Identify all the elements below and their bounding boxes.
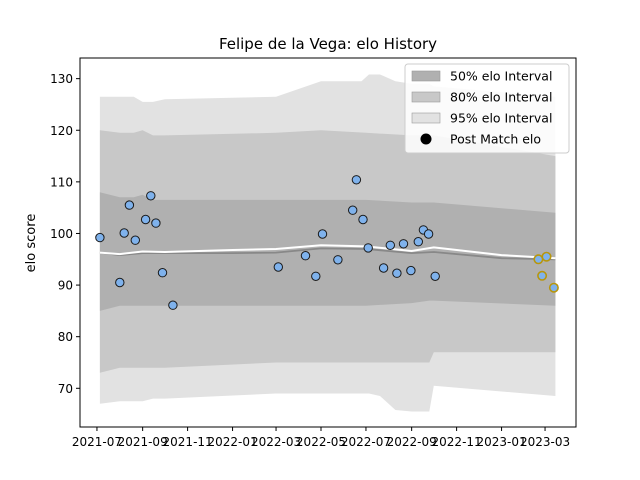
data-point xyxy=(300,251,311,261)
legend-swatch xyxy=(411,70,441,82)
legend-swatch xyxy=(411,112,441,124)
data-point xyxy=(168,300,178,310)
data-point xyxy=(533,254,544,265)
data-point xyxy=(378,263,389,273)
data-point xyxy=(124,200,135,210)
data-point xyxy=(146,191,156,201)
x-tick-label: 2022-07 xyxy=(341,435,391,449)
data-point xyxy=(140,214,151,225)
data-point xyxy=(119,228,129,238)
data-point xyxy=(348,205,358,215)
data-point xyxy=(537,270,548,281)
trend-lines xyxy=(99,244,556,261)
data-point xyxy=(157,268,168,278)
x-tick-label: 2021-09 xyxy=(118,435,168,449)
y-tick-label: 120 xyxy=(50,124,73,138)
y-tick-label: 80 xyxy=(58,330,73,344)
data-point xyxy=(430,271,440,281)
legend-marker xyxy=(420,133,432,145)
mean-line xyxy=(99,244,556,260)
data-point xyxy=(115,277,125,288)
chart-title: Felipe de la Vega: elo History xyxy=(219,35,437,53)
data-point xyxy=(273,262,283,272)
x-tick-label: 2022-01 xyxy=(207,435,257,449)
x-axis: 2021-072021-092021-112022-012022-032022-… xyxy=(72,427,570,449)
data-point xyxy=(392,268,402,278)
data-point xyxy=(317,229,328,239)
legend-box xyxy=(404,63,570,154)
data-point xyxy=(413,237,423,247)
y-tick-label: 110 xyxy=(50,175,73,189)
x-tick-label: 2023-01 xyxy=(476,435,526,449)
x-tick-label: 2022-11 xyxy=(432,435,482,449)
data-point xyxy=(151,218,161,228)
median-line xyxy=(99,247,556,261)
data-point xyxy=(130,235,141,245)
y-tick-label: 90 xyxy=(58,279,73,293)
data-point xyxy=(95,232,105,243)
legend-label: Post Match elo xyxy=(450,132,541,147)
x-tick-label: 2022-05 xyxy=(296,435,346,449)
axes-frame xyxy=(79,57,577,428)
data-point xyxy=(363,243,373,253)
legend-label: 95% elo Interval xyxy=(450,111,552,126)
y-axis: 70 80 90 100 110 120 130 xyxy=(50,72,80,396)
data-point xyxy=(385,240,395,251)
y-tick-label: 100 xyxy=(50,227,73,241)
data-point xyxy=(548,282,559,293)
band-50-interval xyxy=(99,192,556,311)
legend-swatch xyxy=(411,91,441,103)
data-point xyxy=(541,251,552,262)
x-tick-label: 2023-03 xyxy=(520,435,570,449)
data-point xyxy=(423,229,434,239)
legend: 50% elo Interval 80% elo Interval 95% elo … xyxy=(404,63,570,154)
legend-label: 80% elo Interval xyxy=(450,90,552,105)
interval-bands xyxy=(99,74,556,412)
x-tick-label: 2022-03 xyxy=(251,435,301,449)
y-tick-label: 70 xyxy=(58,382,73,396)
y-axis-label: elo score xyxy=(24,214,39,273)
data-point xyxy=(311,271,321,281)
y-tick-label: 130 xyxy=(50,72,73,86)
x-tick-label: 2021-11 xyxy=(163,435,213,449)
data-point xyxy=(358,214,368,225)
post-match-points xyxy=(95,175,559,310)
data-point xyxy=(351,175,362,185)
x-tick-label: 2021-07 xyxy=(72,435,122,449)
legend-label: 50% elo Interval xyxy=(450,69,552,84)
data-point xyxy=(333,255,343,265)
x-tick-label: 2022-09 xyxy=(387,435,437,449)
data-point xyxy=(406,265,416,276)
data-point xyxy=(398,239,409,249)
